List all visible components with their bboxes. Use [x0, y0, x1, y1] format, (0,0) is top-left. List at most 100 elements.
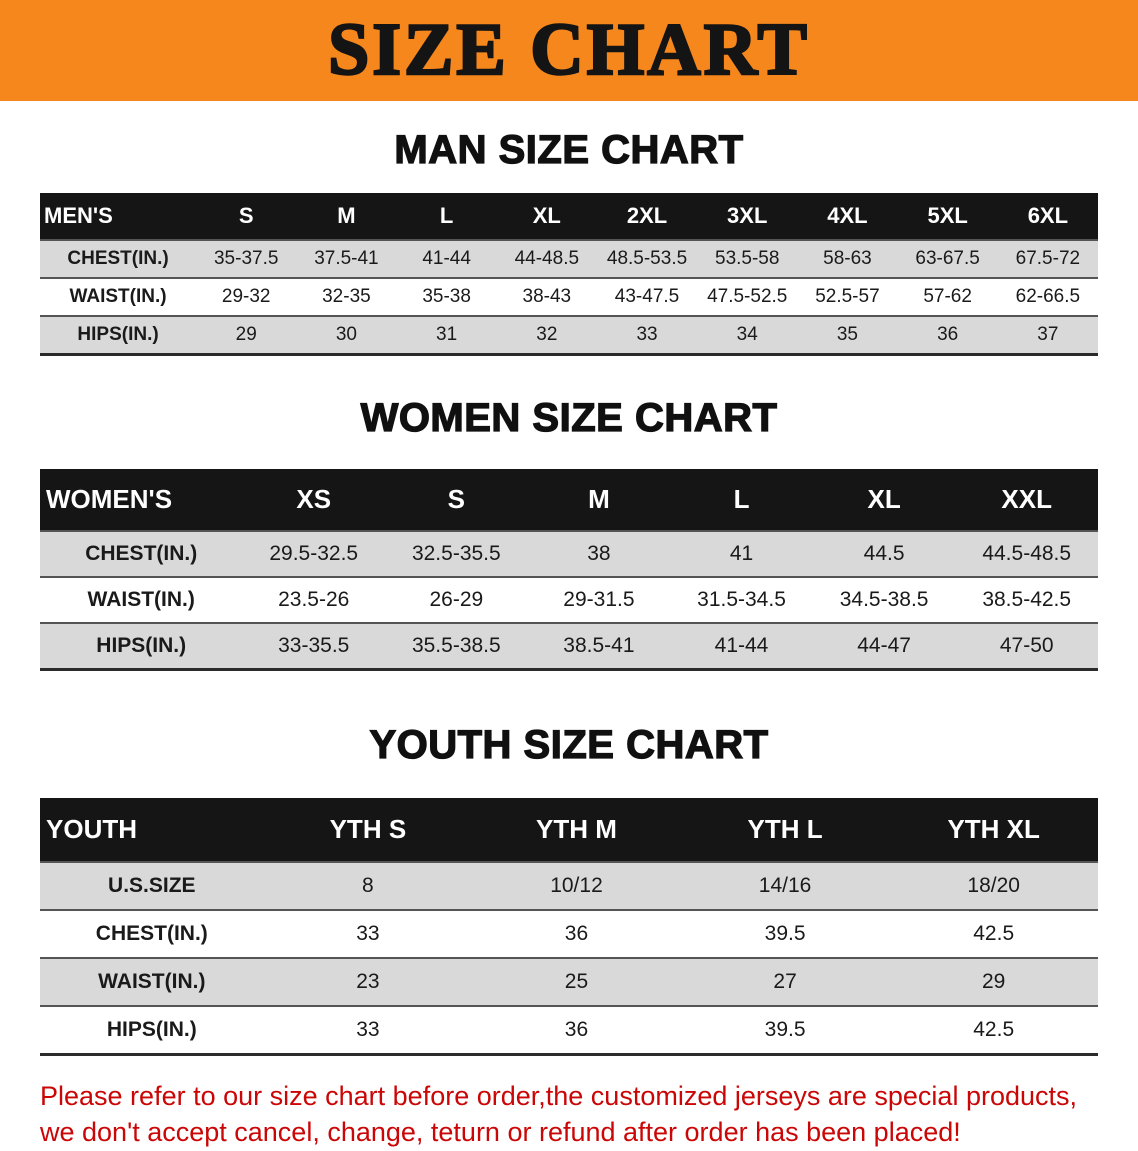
value-cell: 42.5	[973, 922, 1015, 945]
value-cell: 10/12	[550, 874, 603, 897]
row-label-cell: HIPS(IN.)	[106, 1018, 197, 1041]
size-header-cell: 6XL	[997, 193, 1098, 240]
value-cell: 32.5-35.5	[411, 542, 501, 565]
value-cell: 33	[356, 1018, 380, 1041]
size-header-cell: XS	[242, 469, 386, 531]
value-cell: 47-50	[999, 634, 1054, 657]
size-table: MEN'S S M L XL 2XL 3XL 4XL 5XL 6XL CHEST(IN.) 35-37…	[40, 193, 1098, 356]
value-cell: 52.5-57	[815, 286, 880, 307]
value-cell: 23	[356, 970, 380, 993]
row-label-cell: CHEST(IN.)	[67, 248, 169, 269]
disclaimer-line-1: Please refer to our size chart before or…	[40, 1081, 1078, 1111]
table-title-cell: MEN'S	[40, 193, 197, 240]
row-label-cell: HIPS(IN.)	[96, 634, 187, 657]
value-cell: 39.5	[764, 922, 806, 945]
row-label-cell: U.S.SIZE	[108, 874, 196, 897]
value-cell: 23.5-26	[278, 588, 350, 611]
section-heading: MAN SIZE CHART	[394, 127, 744, 172]
value-cell: 8	[362, 874, 374, 897]
value-cell: 29.5-32.5	[269, 542, 359, 565]
disclaimer-text: Please refer to our size chart before or…	[0, 1056, 1138, 1151]
page-title: SIZE CHART	[327, 8, 810, 93]
banner: SIZE CHART	[0, 0, 1138, 101]
table-row: HIPS(IN.) 33 36 39.5 42.5	[40, 1006, 1098, 1055]
table-row: WAIST(IN.) 29-32 32-35 35-38 38-43 43-47.5 47.…	[40, 278, 1098, 316]
size-chart-sections: MAN SIZE CHART MEN'S S M L XL 2XL 3XL 4XL 5XL 6XL C…	[0, 127, 1138, 1056]
value-cell: 34	[736, 324, 758, 345]
value-cell: 29	[982, 970, 1006, 993]
table-row: WAIST(IN.) 23.5-26 26-29 29-31.5 31.5-34.5 34…	[40, 577, 1098, 623]
size-header-cell: S	[196, 193, 297, 240]
value-cell: 25	[564, 970, 589, 993]
size-header-cell: L	[396, 193, 497, 240]
table-header-row: WOMEN'S XS S M L XL XXL	[40, 469, 1098, 531]
table-header-row: MEN'S S M L XL 2XL 3XL 4XL 5XL 6XL	[40, 193, 1098, 240]
row-label-cell: HIPS(IN.)	[77, 324, 159, 345]
value-cell: 44.5-48.5	[982, 542, 1072, 565]
row-label-cell: WAIST(IN.)	[98, 970, 206, 993]
table-row: HIPS(IN.) 29 30 31 32 33 34 35 36 37	[40, 316, 1098, 355]
section-heading: WOMEN SIZE CHART	[360, 395, 778, 440]
table-row: CHEST(IN.) 33 36 39.5 42.5	[40, 910, 1098, 958]
size-table: WOMEN'S XS S M L XL XXL CHEST(IN.) 29.5-32.5 32.5…	[40, 469, 1098, 671]
size-header-cell: 5XL	[897, 193, 998, 240]
value-cell: 31	[436, 324, 458, 345]
row-label-cell: CHEST(IN.)	[85, 542, 198, 565]
size-header-cell: M	[296, 193, 397, 240]
value-cell: 29-31.5	[563, 588, 635, 611]
value-cell: 41-44	[422, 248, 471, 269]
value-cell: 39.5	[764, 1018, 806, 1041]
value-cell: 36	[564, 922, 589, 945]
value-cell: 30	[335, 324, 357, 345]
value-cell: 14/16	[758, 874, 812, 897]
section-heading: YOUTH SIZE CHART	[369, 722, 769, 767]
value-cell: 33-35.5	[278, 634, 350, 657]
table-row: U.S.SIZE 8 10/12 14/16 18/20	[40, 862, 1098, 910]
row-label-cell: CHEST(IN.)	[95, 922, 208, 945]
size-header-cell: 2XL	[596, 193, 698, 240]
value-cell: 43-47.5	[614, 286, 680, 307]
value-cell: 62-66.5	[1015, 286, 1081, 307]
value-cell: 35.5-38.5	[411, 634, 501, 657]
value-cell: 44-47	[857, 634, 911, 657]
value-cell: 38.5-42.5	[982, 588, 1072, 611]
value-cell: 35	[836, 324, 858, 345]
value-cell: 36	[937, 324, 959, 345]
table-row: CHEST(IN.) 29.5-32.5 32.5-35.5 38 41 44.5 44.5…	[40, 531, 1098, 577]
value-cell: 31.5-34.5	[697, 588, 786, 611]
value-cell: 32-35	[322, 286, 371, 307]
size-header-cell: YTH XL	[889, 798, 1098, 862]
table-title-cell: WOMEN'S	[40, 469, 243, 531]
value-cell: 41	[729, 542, 754, 565]
value-cell: 29-32	[221, 286, 271, 307]
value-cell: 47.5-52.5	[707, 286, 788, 307]
value-cell: 38.5-41	[563, 634, 635, 657]
value-cell: 63-67.5	[915, 248, 980, 269]
value-cell: 38-43	[522, 286, 572, 307]
size-table: YOUTH YTH S YTH M YTH L YTH XL U.S.SIZE 8 10/12…	[40, 798, 1098, 1056]
value-cell: 26-29	[429, 588, 484, 611]
value-cell: 44-48.5	[514, 248, 580, 269]
table-header-row: YOUTH YTH S YTH M YTH L YTH XL	[40, 798, 1098, 862]
value-cell: 67.5-72	[1015, 248, 1081, 269]
row-label-cell: WAIST(IN.)	[87, 588, 195, 611]
value-cell: 34.5-38.5	[839, 588, 929, 611]
size-header-cell: YTH S	[263, 798, 473, 862]
size-chart-section: WOMEN SIZE CHART WOMEN'S XS S M L XL XXL CHEST(I…	[0, 395, 1138, 671]
value-cell: 18/20	[967, 874, 1020, 897]
table-title-cell: YOUTH	[40, 798, 264, 862]
value-cell: 48.5-53.5	[606, 248, 688, 269]
value-cell: 57-62	[923, 286, 972, 307]
disclaimer-line-2: we don't accept cancel, change, teturn o…	[40, 1117, 961, 1148]
value-cell: 53.5-58	[715, 248, 780, 269]
size-header-cell: YTH M	[472, 798, 681, 862]
value-cell: 36	[564, 1018, 589, 1041]
size-header-cell: L	[670, 469, 813, 531]
value-cell: 35-38	[422, 286, 471, 307]
table-row: HIPS(IN.) 33-35.5 35.5-38.5 38.5-41 41-44 44-…	[40, 623, 1098, 670]
size-header-cell: XXL	[955, 469, 1098, 531]
row-label-cell: WAIST(IN.)	[69, 286, 167, 307]
value-cell: 38	[587, 542, 611, 565]
value-cell: 44.5	[863, 542, 905, 565]
table-row: WAIST(IN.) 23 25 27 29	[40, 958, 1098, 1006]
